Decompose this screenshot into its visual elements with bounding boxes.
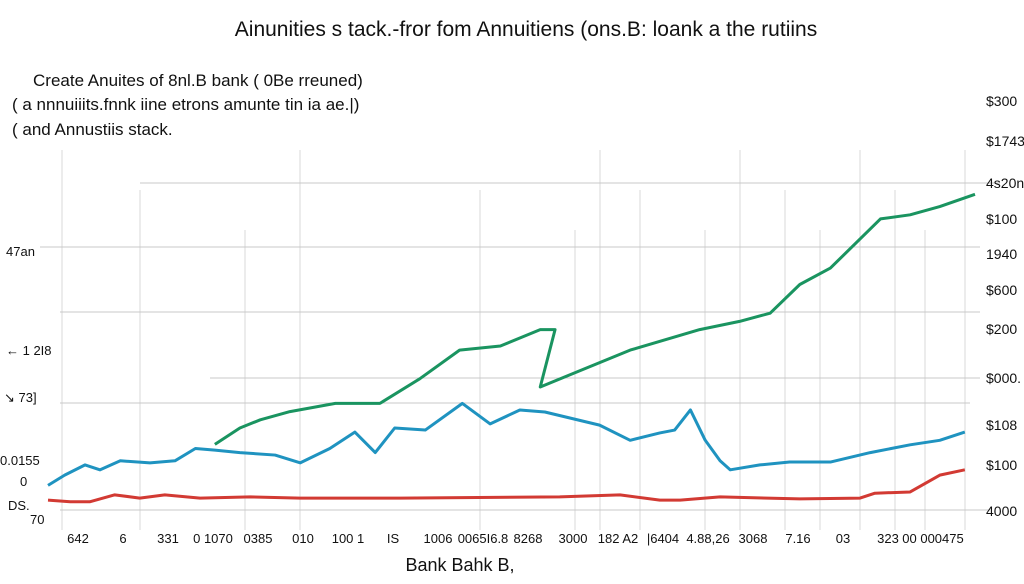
x-tick-label: |6404: [647, 531, 679, 546]
x-tick-label: 8268: [514, 531, 543, 546]
series-line-1: [47, 401, 966, 487]
right-tick-label: $600: [986, 282, 1017, 298]
x-tick-label: 010: [292, 531, 314, 546]
x-tick-label: 0385: [244, 531, 273, 546]
left-tick-label: 70: [30, 512, 44, 527]
x-tick-label: 100 1: [332, 531, 365, 546]
right-tick-label: 1940: [986, 246, 1017, 262]
subtitle-line-2: ( a nnnuiiits.fnnk iine etrons amunte ti…: [12, 95, 359, 114]
x-tick-label: 182 A2: [598, 531, 639, 546]
x-tick-label: 7.16: [785, 531, 810, 546]
left-tick-label: 0: [20, 474, 27, 489]
left-tick-label: 0.0155: [0, 453, 40, 468]
grid: [40, 150, 1000, 530]
x-tick-label: 03: [836, 531, 850, 546]
left-tick-label: DS.: [8, 498, 30, 513]
x-tick-label: 3068: [739, 531, 768, 546]
x-tick-label: 323: [877, 531, 899, 546]
left-axis-ticks: 47an ← 1 2I8 ↘ 73] 0.0155 0 DS.70: [0, 244, 52, 527]
x-tick-label: 6: [119, 531, 126, 546]
series-line-2: [47, 468, 966, 504]
x-axis-label: Bank Bahk B,: [405, 555, 514, 575]
right-tick-label: 4s20n: [986, 175, 1024, 191]
right-tick-label: $100: [986, 457, 1017, 473]
right-tick-label: $100: [986, 211, 1017, 227]
x-tick-label: 4.88,26: [686, 531, 729, 546]
series-lines: [47, 192, 976, 504]
left-tick-label: 47an: [6, 244, 35, 259]
left-tick-label: ↘ 73]: [4, 390, 37, 405]
right-tick-label: $1743: [986, 133, 1024, 149]
subtitle-line-3: ( and Annustiis stack.: [12, 120, 173, 139]
subtitle-line-1: Create Anuites of 8nl.B bank ( 0Be rreun…: [33, 71, 363, 90]
series-line-0: [214, 192, 976, 446]
x-tick-label: 00 000475: [902, 531, 963, 546]
x-tick-label: 3000: [559, 531, 588, 546]
x-tick-label: 0 1070: [193, 531, 233, 546]
x-tick-label: 0065I6.8: [458, 531, 509, 546]
right-tick-label: $300: [986, 93, 1017, 109]
x-tick-label: 331: [157, 531, 179, 546]
right-tick-label: $108: [986, 417, 1017, 433]
right-tick-label: 4000: [986, 503, 1017, 519]
right-tick-label: $200: [986, 321, 1017, 337]
right-tick-label: $000.: [986, 370, 1021, 386]
right-axis-ticks: $300 $1743 4s20n $100 1940 $600 $200 $000. $108 $…: [986, 93, 1024, 519]
x-axis-ticks: 642 6 331 0 1070 0385 010 100 1 IS 1006 0065I6.8 8…: [67, 531, 964, 546]
x-tick-label: 642: [67, 531, 89, 546]
left-tick-label: ← 1 2I8: [6, 343, 52, 358]
chart-title: Ainunities s tack.-fror fom Annuitiens (…: [235, 18, 817, 41]
x-tick-label: IS: [387, 531, 400, 546]
x-tick-label: 1006: [424, 531, 453, 546]
